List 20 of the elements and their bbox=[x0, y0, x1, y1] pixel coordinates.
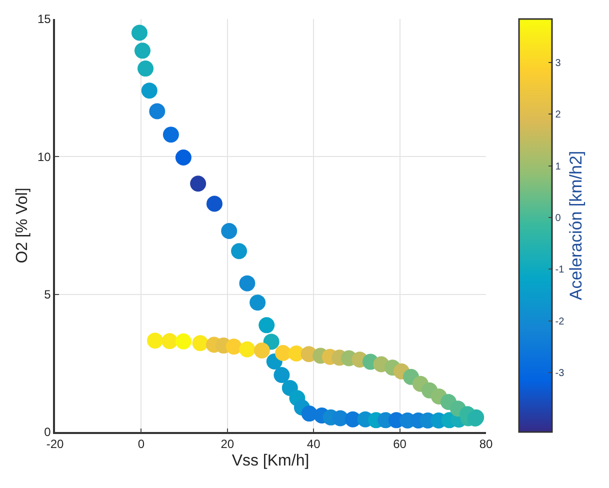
x-tick-label: 0 bbox=[138, 437, 145, 452]
y-tick-label: 5 bbox=[44, 288, 52, 302]
x-tick-label: 60 bbox=[393, 437, 407, 452]
color-bar-label: 3 bbox=[555, 58, 562, 69]
color-bar-label: -2 bbox=[555, 316, 565, 328]
y-tick-label: 10 bbox=[37, 150, 52, 164]
color-bar-label: 2 bbox=[555, 110, 562, 121]
x-tick-label: 20 bbox=[220, 437, 234, 452]
x-tick-label: 80 bbox=[479, 437, 493, 452]
color-bar-label: -1 bbox=[555, 264, 565, 276]
x-tick-label: -20 bbox=[46, 437, 64, 452]
y-tick-label: 15 bbox=[37, 12, 52, 26]
color-bar-label: 0 bbox=[555, 212, 562, 224]
color-bar-title: Aceleración [km/h2] bbox=[566, 150, 586, 300]
y-tick-label: 0 bbox=[44, 425, 52, 440]
color-bar-label: -3 bbox=[555, 368, 565, 380]
x-tick-label: 40 bbox=[306, 437, 321, 452]
color-bar-label: 1 bbox=[555, 161, 562, 172]
x-axis-title: Vss [Km/h] bbox=[232, 452, 310, 470]
y-axis-title: O2 [% Vol] bbox=[14, 188, 31, 264]
